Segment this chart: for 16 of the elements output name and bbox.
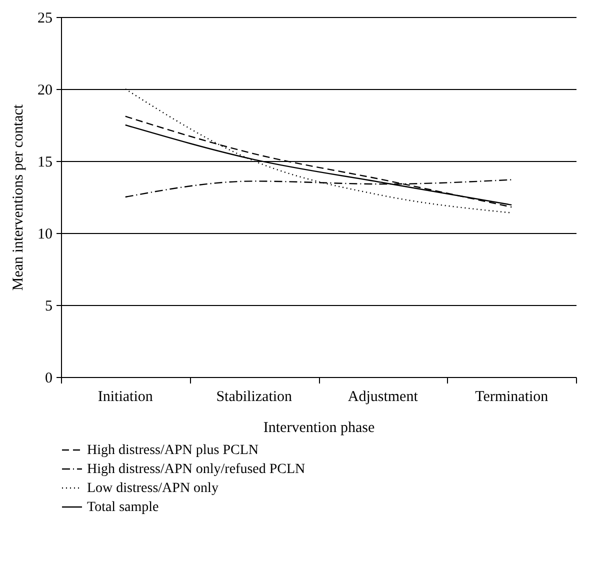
y-tick-label: 0 (45, 370, 52, 386)
legend-label: Total sample (87, 500, 159, 515)
x-tick-label: Adjustment (348, 389, 419, 405)
y-tick-label: 10 (38, 226, 52, 242)
y-tick-label: 5 (45, 298, 52, 314)
legend-label: High distress/APN only/refused PCLN (87, 462, 306, 477)
x-axis-title: Intervention phase (263, 420, 375, 436)
x-tick-label: Initiation (98, 389, 154, 405)
y-tick-label: 25 (38, 10, 52, 26)
y-axis-title: Mean interventions per contact (10, 104, 26, 291)
x-tick-label: Stabilization (216, 389, 293, 405)
y-tick-label: 15 (38, 154, 52, 170)
y-tick-label: 20 (38, 82, 52, 98)
legend-label: High distress/APN plus PCLN (87, 443, 259, 458)
legend-label: Low distress/APN only (87, 481, 218, 496)
x-tick-label: Termination (475, 389, 549, 405)
